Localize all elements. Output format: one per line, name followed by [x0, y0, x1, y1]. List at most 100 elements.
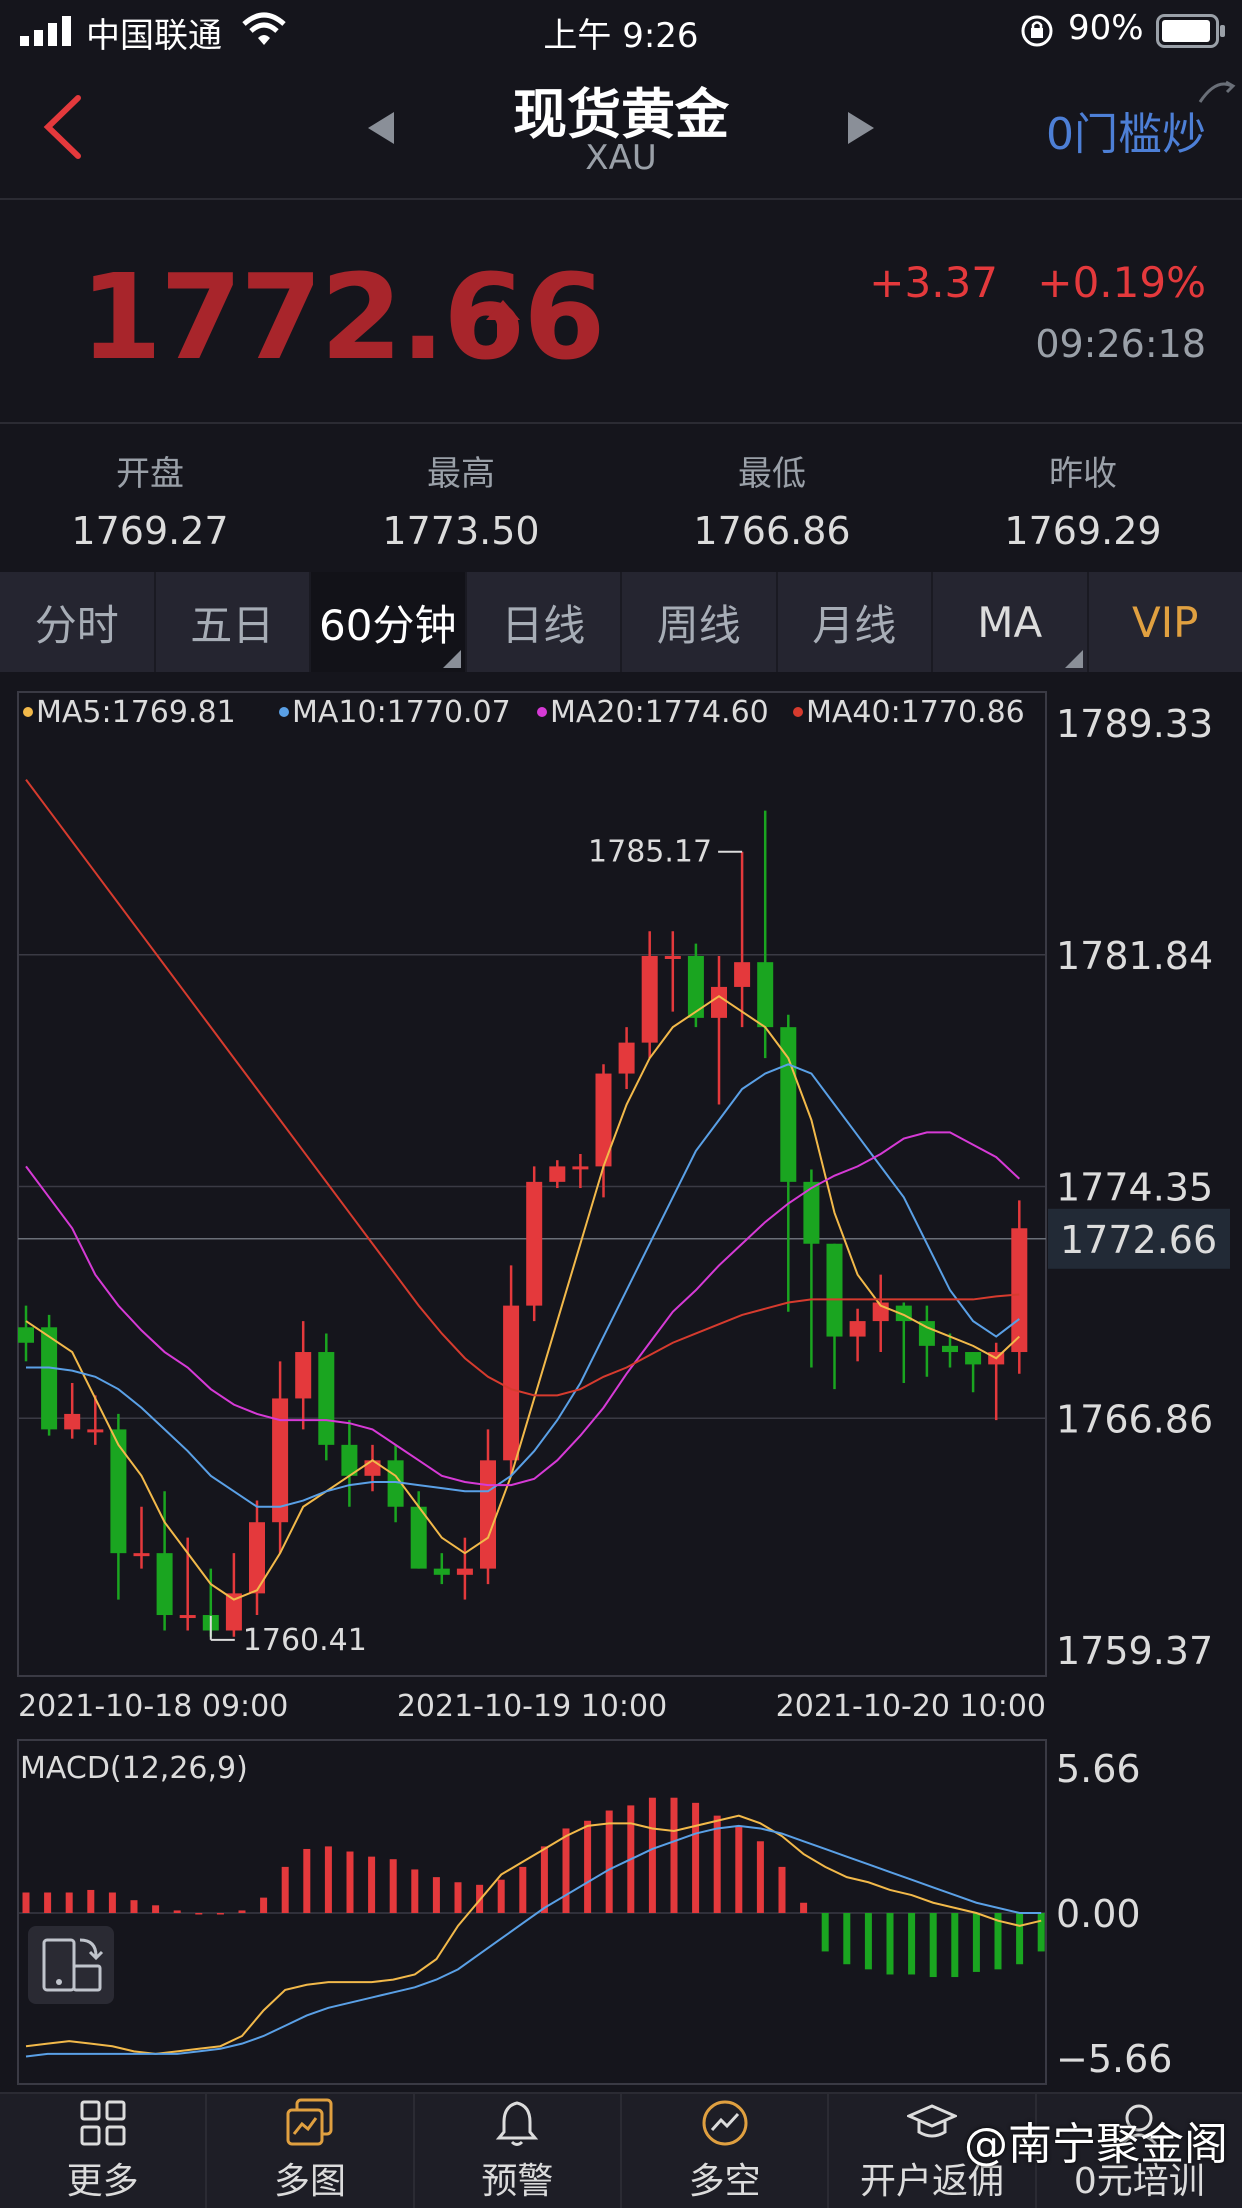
stat-value: 1773.50	[382, 509, 540, 553]
kline-chart[interactable]: MA5:1769.81 MA10:1770.07 MA20:1774.60 MA40:…	[0, 672, 1242, 2092]
macd-bar	[886, 1913, 894, 1975]
macd-bar	[605, 1810, 613, 1913]
macd-bar	[260, 1897, 268, 1913]
stat-prev-close: 昨收 1769.29	[933, 446, 1233, 553]
carrier-name: 中国联通	[86, 16, 222, 56]
legend-dot	[537, 707, 547, 717]
macd-bar	[22, 1892, 30, 1913]
tab-60-minute[interactable]: 60分钟	[311, 572, 467, 672]
ma10-line	[26, 1063, 1020, 1508]
macd-bar	[44, 1892, 52, 1913]
candle-body	[18, 1327, 34, 1343]
ma40-line	[25, 779, 1020, 1397]
tab-label: 60分钟	[319, 600, 457, 650]
tab-intraday[interactable]: 分时	[0, 572, 156, 672]
candle-body	[133, 1553, 150, 1557]
tab-monthly[interactable]: 月线	[778, 572, 933, 672]
rotate-screen-icon[interactable]	[28, 1926, 114, 2004]
chart-annotations: 1785.17 1760.41	[209, 835, 743, 1658]
back-icon[interactable]	[40, 92, 86, 162]
stat-label: 最高	[427, 454, 495, 494]
signal-icon	[20, 16, 71, 46]
tab-vip[interactable]: VIP	[1089, 572, 1242, 672]
quote-time: 09:26:18	[1035, 322, 1206, 366]
macd-bar	[432, 1877, 440, 1913]
toolbar-label: 开户返佣	[859, 2161, 1004, 2202]
toolbar-label: 0元培训	[1073, 2161, 1205, 2202]
macd-bar	[519, 1866, 527, 1913]
candle-body	[480, 1460, 496, 1569]
tab-daily[interactable]: 日线	[467, 572, 622, 672]
candle-body	[595, 1073, 612, 1167]
account-rebate-button[interactable]: 开户返佣	[829, 2094, 1037, 2208]
tab-label: 周线	[656, 600, 741, 650]
candle-body	[179, 1615, 196, 1619]
candle-body	[965, 1352, 982, 1365]
macd-label: MACD(12,26,9)	[20, 1751, 248, 1786]
min-label: 1760.41	[243, 1623, 367, 1658]
macd-dea-line	[25, 1824, 1042, 2058]
tab-weekly[interactable]: 周线	[622, 572, 778, 672]
macd-bar	[108, 1892, 116, 1913]
page-title: 现货黄金	[513, 83, 729, 146]
macd-bar	[800, 1902, 808, 1913]
macd-bar	[735, 1825, 743, 1913]
battery-percent: 90%	[1068, 8, 1144, 48]
multi-chart-button[interactable]: 多图	[207, 2094, 415, 2208]
macd-bar	[152, 1905, 160, 1913]
candle-body	[272, 1398, 289, 1523]
candle-body	[942, 1345, 958, 1353]
candle-body	[549, 1166, 566, 1182]
tab-ma[interactable]: MA	[933, 572, 1089, 672]
y-tick-label: 1789.33	[1056, 702, 1213, 746]
alert-button[interactable]: 预警	[415, 2094, 622, 2208]
macd-bar	[670, 1797, 678, 1913]
macd-bar	[929, 1913, 937, 1978]
macd-y-tick-label: 5.66	[1056, 1747, 1141, 1791]
legend-dot	[793, 707, 803, 717]
stat-value: 1769.29	[1004, 509, 1162, 553]
macd-bar	[648, 1797, 656, 1913]
long-short-button[interactable]: 多空	[622, 2094, 830, 2208]
instrument-code: XAU	[585, 138, 657, 178]
macd-y-tick-label: 0.00	[1056, 1892, 1141, 1936]
macd-bar	[972, 1913, 980, 1972]
stat-label: 昨收	[1049, 454, 1117, 494]
promo-link[interactable]: 0门槛炒	[1046, 109, 1206, 160]
toolbar-label: 多空	[688, 2161, 761, 2202]
more-button[interactable]: 更多	[0, 2094, 208, 2208]
x-tick-label: 2021-10-19 10:00	[397, 1689, 667, 1724]
candle-body	[64, 1413, 81, 1430]
macd-bar	[821, 1913, 829, 1952]
ma-lines	[25, 779, 1020, 1601]
y-tick-label: 1759.37	[1056, 1629, 1213, 1673]
free-training-button[interactable]: 0元培训	[1037, 2094, 1242, 2208]
macd-bar	[454, 1882, 462, 1913]
macd-bar	[584, 1820, 592, 1913]
candle-body	[341, 1444, 358, 1476]
candle-body	[711, 986, 727, 1018]
stat-label: 开盘	[116, 454, 184, 494]
prev-instrument-icon[interactable]	[366, 110, 396, 146]
candle-series	[18, 810, 1028, 1637]
macd-bar	[389, 1859, 397, 1913]
tab-five-day[interactable]: 五日	[156, 572, 311, 672]
stat-label: 最低	[738, 454, 806, 494]
candle-body	[618, 1042, 635, 1074]
stat-value: 1766.86	[693, 509, 851, 553]
macd-bar	[843, 1913, 851, 1965]
chart-axes: 1789.33 1781.84 1774.35 1766.86 1759.37 1772.…	[18, 702, 1230, 2081]
candle-body	[503, 1305, 520, 1461]
tab-dropdown-corner-icon	[1064, 650, 1083, 668]
next-instrument-icon[interactable]	[846, 110, 876, 146]
legend-entry: MA40:1770.86	[806, 695, 1025, 730]
macd-bar	[130, 1900, 138, 1913]
long-short-icon	[702, 2100, 748, 2146]
macd-dif-line	[25, 1814, 1042, 2055]
macd-bar	[692, 1802, 700, 1913]
candle-body	[87, 1429, 104, 1433]
candle-body	[687, 955, 704, 1018]
tab-label: 月线	[812, 600, 897, 650]
macd-bar	[540, 1846, 548, 1913]
stat-low: 最低 1766.86	[622, 446, 922, 553]
